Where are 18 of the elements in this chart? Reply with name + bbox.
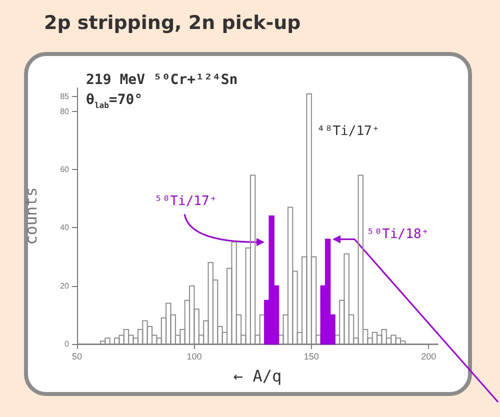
y-tick-label: 60 <box>60 164 70 174</box>
annotation: 219 MeV ⁵⁰Cr+¹²⁴Sn <box>86 72 238 88</box>
y-tick-label: 85 <box>60 92 70 102</box>
y-tick-label: 40 <box>60 223 70 232</box>
annotation: ⁵⁰Ti/18⁺ <box>366 227 430 242</box>
y-tick-label: 0 <box>64 340 70 348</box>
y-tick-label: 80 <box>60 106 70 116</box>
chart-title: 2p stripping, 2n pick-up <box>44 12 301 34</box>
x-tick-label: 200 <box>421 352 436 362</box>
annotation: ⁵⁰Ti/17⁺ <box>154 194 218 210</box>
x-tick-label: 100 <box>186 352 202 362</box>
annotation: θ$_{lab}$=70° <box>86 92 143 110</box>
x-tick-label: 50 <box>72 352 82 362</box>
y-axis-title: counts <box>22 187 40 245</box>
y-tick-label: 20 <box>60 281 70 290</box>
x-tick-label: 150 <box>304 352 319 362</box>
annotation: ⁴⁸Ti/17⁺ <box>317 124 380 139</box>
x-axis-title: ← A/q <box>233 366 282 386</box>
